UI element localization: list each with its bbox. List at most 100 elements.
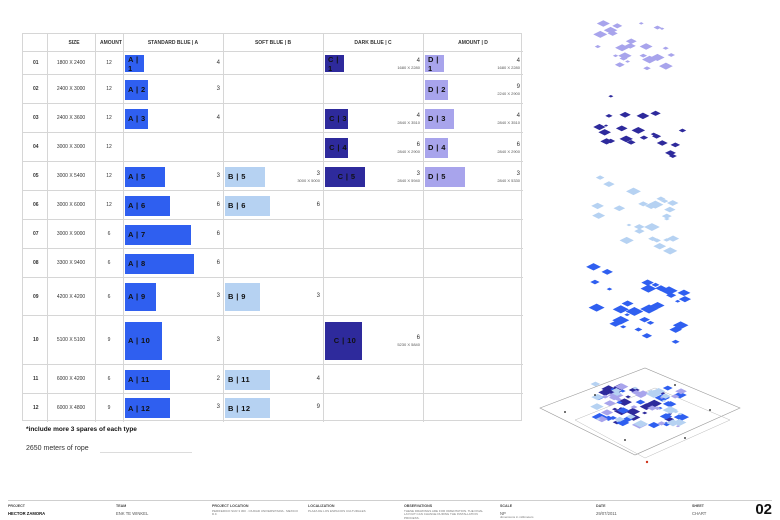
bar-b: B | 5 [225,166,265,187]
plan-tile [616,407,630,414]
cell-dimension: 2840 X 3510 [397,119,420,125]
plan-tile [625,395,631,399]
tile-light-purple [618,52,632,60]
header-standard-blue: STANDARD BLUE | A [147,40,199,46]
bar-a: A | 6 [125,195,170,216]
plan-tile [662,406,678,414]
bar-d: D | 2 [425,79,448,100]
cell-dimension: 1680 X 2280 [497,64,520,70]
tile-dark-blue [631,127,646,134]
cell-amount: 3 [516,170,520,177]
layer-site-plan [539,367,741,464]
tile-soft-blue [663,217,670,221]
header-dark-blue: DARK BLUE | C [354,40,392,46]
rope-note: 2650 meters of rope [26,445,89,452]
table-row: 12 6000 X 4800 9 A | 12 3 B | 12 9 [23,394,523,422]
tile-standard-blue [624,313,630,317]
row-amount: 12 [106,115,112,121]
tb-sheet: SHEET CHART [692,504,707,516]
cell-amount: 4 [516,112,520,119]
plan-tile [672,419,687,427]
tile-standard-blue [590,279,600,285]
cell-amount: 3 [316,293,320,299]
tile-light-purple [596,20,610,27]
bar-b: B | 6 [225,195,270,216]
bar-a: A | 1 [125,55,144,73]
row-size: 4200 X 4200 [56,293,86,300]
tile-standard-blue [655,285,667,292]
plan-tile [590,381,601,387]
bar-b: B | 12 [225,398,270,418]
plan-tile [626,414,636,420]
cell-dimension: 3000 X 5000 [297,177,320,183]
tile-standard-blue [634,327,643,332]
tb-project: PROJECT HECTOR ZAMORA [8,504,46,516]
bar-d: D | 4 [425,137,448,158]
table-row: 09 4200 X 4200 6 A | 9 3 B | 9 3 [23,278,523,316]
tile-soft-blue [603,181,615,187]
cell-amount: 3 [216,336,220,343]
tile-dark-blue [668,154,677,159]
plan-tile [673,413,690,421]
tile-light-purple [625,38,637,45]
row-amount: 9 [107,405,111,411]
cell-amount: 6 [516,141,520,148]
tile-standard-blue [586,263,601,271]
tile-soft-blue [633,224,645,230]
cell-amount: 4 [316,375,320,382]
tile-light-purple [607,30,618,36]
row-index: 02 [33,86,39,92]
tile-soft-blue [591,202,604,210]
plan-tile [612,407,618,411]
header-size: SIZE [68,40,80,46]
plan-tile [608,395,620,401]
cell-amount: 3 [216,172,220,179]
row-amount: 9 [107,337,111,343]
plan-tile [630,405,638,409]
row-size: 1800 X 2400 [56,60,86,66]
bar-d: D | 3 [425,108,454,129]
plan-tile [615,419,621,423]
tile-dark-blue [606,138,616,144]
tile-standard-blue [621,300,634,307]
row-index: 11 [33,376,39,382]
bar-d: D | 5 [425,166,465,187]
row-amount: 12 [106,202,112,208]
plan-tile [619,389,626,393]
tile-standard-blue [641,279,654,286]
tile-light-purple [653,25,662,30]
tile-dark-blue [619,111,631,118]
tile-standard-blue [601,269,613,275]
tile-soft-blue [595,175,605,180]
row-size: 5100 X 5100 [56,337,86,343]
tile-soft-blue [644,223,660,231]
cell-amount: 2 [216,375,220,382]
tile-soft-blue [660,199,669,203]
tile-soft-blue [666,235,680,242]
row-amount: 12 [106,144,112,150]
tile-standard-blue [671,339,680,344]
row-index: 09 [33,293,39,300]
bar-c: C | 5 [325,166,365,187]
table-row: 02 2400 X 3000 12 A | 2 3 D | 2 9 2240 X 2900 [23,75,523,104]
plan-tile [666,419,680,427]
header-amount: AMOUNT [100,40,122,46]
cell-amount: 4 [516,57,520,64]
plan-tile [653,406,661,411]
tile-light-purple [667,53,676,57]
plan-tile [647,421,661,429]
bar-c: C | 10 [325,321,362,360]
tb-team: TEAM ENK TE WINKEL [116,504,149,516]
plan-tile [603,400,616,407]
row-size: 3000 X 5400 [56,173,86,179]
row-amount: 12 [106,60,112,66]
bar-a: A | 10 [125,321,162,360]
header-soft-blue: SOFT BLUE | B [254,40,292,46]
plan-tile [675,388,687,395]
row-size: 3300 X 9400 [56,260,86,266]
tile-soft-blue [626,187,641,196]
anchor-point [594,394,596,396]
plan-tile [635,392,647,399]
